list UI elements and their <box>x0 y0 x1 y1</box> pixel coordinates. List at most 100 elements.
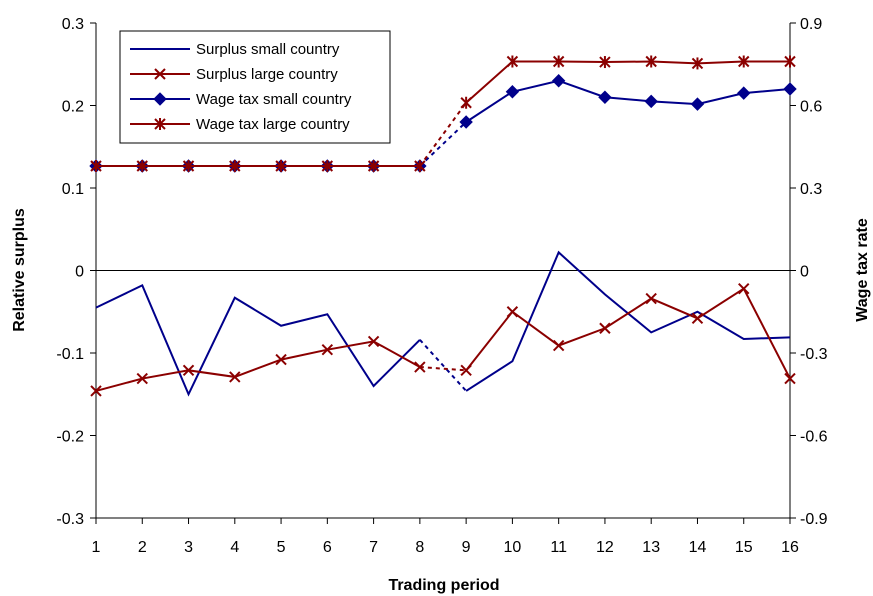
data-point <box>414 361 426 373</box>
data-point <box>506 55 519 68</box>
series-line <box>465 250 791 392</box>
legend-marker <box>154 118 166 130</box>
right-tick-label: 0 <box>800 264 809 281</box>
legend-label: Surplus small country <box>196 41 340 58</box>
left-tick-label: -0.1 <box>56 346 84 363</box>
data-point <box>414 160 426 172</box>
data-point <box>90 160 102 172</box>
data-point <box>690 97 705 111</box>
data-point <box>691 57 704 70</box>
data-point <box>136 372 148 385</box>
data-point <box>505 85 520 99</box>
data-point <box>599 322 611 334</box>
legend-label: Wage tax large country <box>196 116 350 133</box>
data-point <box>275 353 287 366</box>
series-line <box>95 340 421 392</box>
left-tick-label: -0.2 <box>56 429 84 446</box>
data-point <box>182 160 195 172</box>
data-point <box>229 160 241 172</box>
legend-entry: Surplus small country <box>130 41 340 58</box>
right-tick-label: 0.9 <box>800 16 822 33</box>
right-tick-label: -0.3 <box>800 346 828 363</box>
left-tick-label: 0.3 <box>62 16 84 33</box>
right-tick-label: 0.6 <box>800 99 822 116</box>
x-tick-label: 7 <box>369 539 378 556</box>
data-point <box>645 292 657 305</box>
x-tick-label: 1 <box>92 539 101 556</box>
data-point <box>321 343 334 356</box>
data-point <box>645 55 657 68</box>
x-axis-ticks: 1 2 3 4 5 6 7 8 9 10 11 12 13 14 15 16 <box>92 518 799 556</box>
left-tick-label: 0.1 <box>62 181 84 198</box>
x-tick-label: 14 <box>689 539 707 556</box>
series-line <box>465 60 790 104</box>
legend-entry: Wage tax large country <box>130 116 350 133</box>
data-point <box>506 306 519 318</box>
x-axis-title: Trading period <box>388 577 499 594</box>
legend-entry: Wage tax small country <box>130 91 352 108</box>
series-line <box>95 283 421 397</box>
legend-entry: Surplus large country <box>130 66 338 83</box>
right-tick-label: 0.3 <box>800 181 822 198</box>
legend: Surplus small country Surplus large count… <box>119 30 391 144</box>
data-point <box>90 385 102 397</box>
data-point <box>182 364 195 377</box>
right-axis-ticks: 0.9 0.6 0.3 0 -0.3 -0.6 -0.9 <box>790 16 828 528</box>
series-break-line <box>419 339 467 392</box>
left-tick-label: 0 <box>75 264 84 281</box>
x-tick-label: 13 <box>642 539 660 556</box>
x-tick-label: 4 <box>230 539 239 556</box>
legend-marker <box>154 68 166 80</box>
series-surplus-large-country <box>90 282 796 397</box>
left-tick-label: 0.2 <box>62 99 84 116</box>
data-point <box>738 55 750 68</box>
legend-label: Surplus large country <box>196 66 338 83</box>
series-break-line <box>419 102 467 167</box>
data-point <box>783 82 797 96</box>
x-tick-label: 5 <box>277 539 286 556</box>
right-axis-title: Wage tax rate <box>854 218 871 322</box>
data-point <box>784 55 796 68</box>
data-point <box>229 371 241 383</box>
series-line <box>465 79 791 123</box>
data-point <box>460 364 472 377</box>
series-break-line <box>419 366 467 372</box>
x-tick-label: 15 <box>735 539 753 556</box>
legend-marker <box>153 92 167 106</box>
x-tick-label: 8 <box>415 539 424 556</box>
x-tick-label: 6 <box>323 539 332 556</box>
series-line <box>465 287 791 380</box>
data-point <box>321 160 334 172</box>
left-axis-ticks: 0.3 0.2 0.1 0 -0.1 -0.2 -0.3 <box>56 16 96 528</box>
data-point <box>691 312 704 325</box>
data-point <box>737 86 751 100</box>
data-point <box>784 372 796 385</box>
x-tick-label: 2 <box>138 539 147 556</box>
x-tick-label: 11 <box>550 539 567 556</box>
data-point <box>459 115 473 129</box>
series-wage-tax-large-country <box>90 55 796 172</box>
data-point <box>598 90 612 104</box>
x-tick-label: 10 <box>504 539 522 556</box>
x-tick-label: 9 <box>462 539 471 556</box>
data-point <box>644 94 658 109</box>
x-tick-label: 16 <box>781 539 799 556</box>
data-point <box>599 56 611 69</box>
right-tick-label: -0.9 <box>800 511 828 528</box>
data-point <box>367 335 380 348</box>
right-tick-label: -0.6 <box>800 429 828 446</box>
data-point <box>552 55 565 68</box>
x-tick-label: 3 <box>184 539 193 556</box>
data-point <box>136 160 148 172</box>
data-point <box>552 339 565 352</box>
data-point <box>460 96 472 109</box>
data-point <box>275 160 287 172</box>
data-point <box>551 74 566 88</box>
data-point <box>738 282 750 295</box>
data-point <box>367 160 380 172</box>
series-break-line <box>419 121 467 167</box>
left-axis-title: Relative surplus <box>11 208 28 332</box>
left-tick-label: -0.3 <box>56 511 84 528</box>
x-tick-label: 12 <box>596 539 614 556</box>
